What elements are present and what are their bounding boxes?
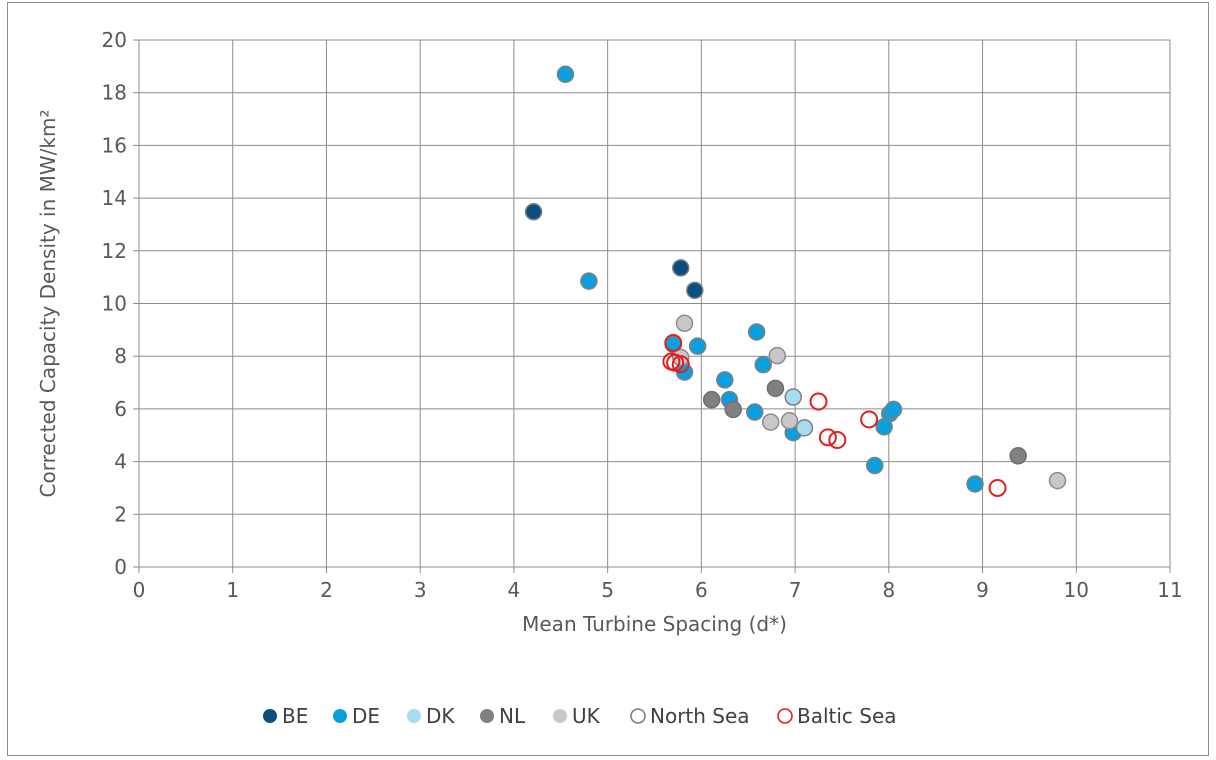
x-tick-label: 5 — [601, 578, 614, 602]
data-point-de — [966, 475, 984, 493]
legend-label-baltic-sea: Baltic Sea — [797, 704, 897, 728]
data-point-uk — [780, 412, 799, 430]
x-tick-label: 10 — [1064, 578, 1089, 602]
y-tick-label: 20 — [102, 28, 127, 52]
x-tick-label: 6 — [695, 578, 708, 602]
data-point-nl — [1009, 447, 1027, 465]
y-tick-label: 10 — [102, 292, 127, 316]
data-point-de — [747, 323, 766, 341]
data-point-de — [746, 403, 764, 421]
x-axis-label: Mean Turbine Spacing (d*) — [522, 612, 787, 636]
legend-marker-de — [333, 709, 347, 723]
data-point-baltic-sea — [988, 478, 1007, 497]
x-tick-label: 9 — [976, 578, 989, 602]
legend-label-nl: NL — [499, 704, 526, 728]
legend-label-dk: DK — [426, 704, 455, 728]
legend-label-uk: UK — [572, 704, 601, 728]
data-point-dk — [795, 419, 814, 437]
gridlines — [138, 39, 1171, 568]
x-tick-label: 4 — [508, 578, 521, 602]
x-tick-label: 0 — [133, 578, 146, 602]
y-tick-label: 18 — [102, 81, 127, 105]
legend-marker-uk — [553, 709, 567, 723]
y-tick-label: 8 — [114, 344, 127, 368]
legend-label-north-sea: North Sea — [650, 704, 750, 728]
data-point-de — [580, 272, 598, 290]
data-point-baltic-sea — [860, 410, 879, 429]
legend-label-de: DE — [352, 704, 380, 728]
legend-marker-nl — [480, 709, 494, 723]
data-point-dk — [784, 388, 802, 406]
data-point-de — [556, 65, 575, 84]
data-point-be — [671, 259, 690, 277]
y-tick-label: 6 — [114, 397, 127, 421]
y-tick-label: 0 — [114, 555, 127, 579]
data-point-de — [866, 456, 884, 475]
axes — [133, 39, 1171, 573]
legend: BE DE DK NL UK North Sea Baltic Sea — [263, 704, 897, 728]
data-point-de — [754, 355, 772, 374]
y-axis-label: Corrected Capacity Density in MW/km² — [36, 110, 60, 498]
data-point-baltic-sea — [828, 430, 847, 449]
legend-marker-dk — [407, 709, 421, 723]
x-tick-label: 2 — [320, 578, 333, 602]
data-points — [524, 65, 1067, 497]
x-tick-label: 8 — [882, 578, 895, 602]
x-tick-label: 11 — [1157, 578, 1182, 602]
data-point-baltic-sea — [671, 355, 690, 374]
data-point-de — [716, 371, 734, 389]
data-point-nl — [766, 379, 785, 398]
data-point-be — [686, 281, 704, 300]
data-point-nl — [724, 400, 742, 419]
data-point-baltic-sea — [664, 334, 683, 353]
legend-marker-baltic-sea — [777, 708, 793, 724]
data-point-de — [884, 400, 903, 419]
y-tick-label: 4 — [114, 450, 127, 474]
data-point-be — [524, 203, 543, 221]
y-tick-label: 14 — [102, 186, 127, 210]
data-point-uk — [675, 314, 694, 333]
data-point-uk — [1048, 471, 1067, 490]
data-point-uk — [761, 413, 780, 431]
data-point-baltic-sea — [818, 428, 837, 447]
data-point-de — [688, 337, 707, 355]
x-tick-label: 7 — [789, 578, 802, 602]
y-tick-label: 16 — [102, 133, 127, 157]
x-tick-label: 3 — [414, 578, 427, 602]
data-point-baltic-sea — [809, 392, 828, 411]
x-tick-label: 1 — [226, 578, 239, 602]
y-tick-label: 12 — [102, 239, 127, 263]
data-point-uk — [768, 346, 787, 365]
legend-marker-north-sea — [630, 708, 646, 724]
data-point-nl — [702, 390, 721, 409]
legend-marker-be — [263, 709, 277, 723]
y-tick-label: 2 — [114, 502, 127, 526]
legend-label-be: BE — [282, 704, 308, 728]
